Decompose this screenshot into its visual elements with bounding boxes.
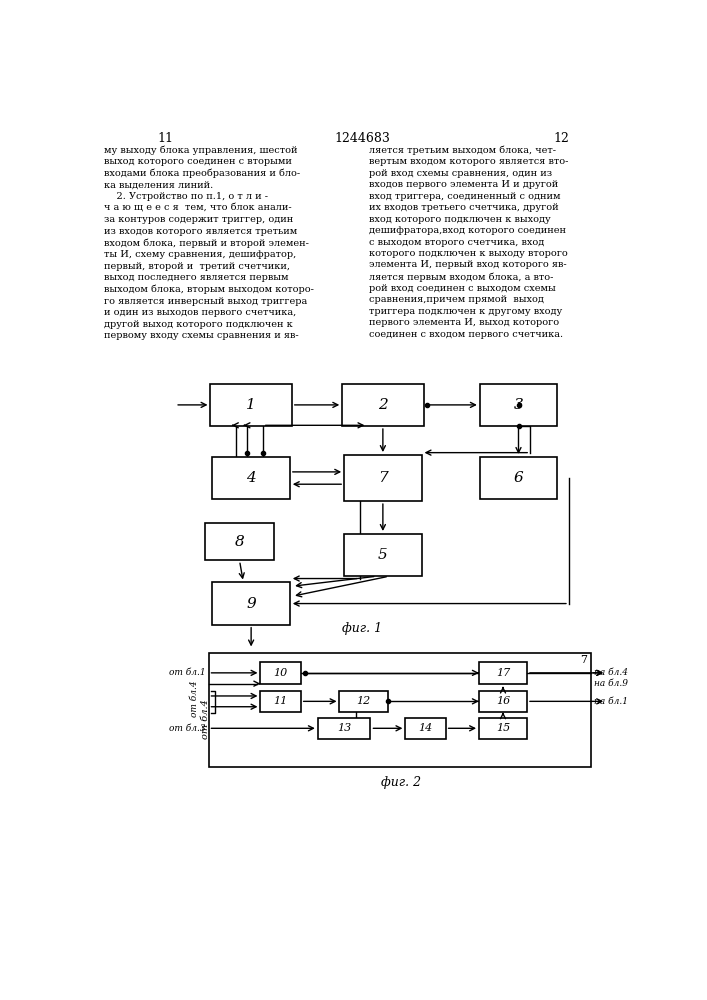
Text: 9: 9 [246, 597, 256, 611]
Bar [212, 582, 290, 625]
Text: 3: 3 [513, 398, 523, 412]
Bar [479, 691, 527, 712]
Bar [342, 384, 423, 426]
Bar [260, 662, 300, 684]
Text: му выходу блока управления, шестой
выход которого соединен с вторыми
входами бло: му выходу блока управления, шестой выход… [104, 145, 314, 340]
Bar [339, 691, 387, 712]
Text: на бл.1: на бл.1 [594, 697, 628, 706]
Bar [344, 455, 421, 501]
Bar [260, 691, 300, 712]
Text: 11: 11 [158, 132, 174, 145]
Text: 12: 12 [553, 132, 569, 145]
Bar [479, 718, 527, 739]
Text: фиг. 1: фиг. 1 [342, 622, 382, 635]
Bar [212, 457, 290, 499]
Text: ляется третьим выходом блока, чет-
вертым входом которого является вто-
рой вход: ляется третьим выходом блока, чет- верты… [369, 145, 568, 339]
Text: 12: 12 [356, 696, 370, 706]
Text: 7: 7 [580, 655, 588, 665]
Bar [480, 384, 557, 426]
Text: от бл.4: от бл.4 [201, 699, 210, 739]
Text: 10: 10 [274, 668, 288, 678]
Text: 15: 15 [496, 723, 510, 733]
Text: от бл.1: от бл.1 [169, 668, 206, 677]
Bar [209, 653, 590, 767]
Text: 17: 17 [496, 668, 510, 678]
Text: 5: 5 [378, 548, 387, 562]
Text: 7: 7 [378, 471, 387, 485]
Text: 14: 14 [419, 723, 433, 733]
Text: на бл.4: на бл.4 [594, 668, 628, 677]
Bar [480, 457, 557, 499]
Bar [317, 718, 370, 739]
Bar [479, 662, 527, 684]
Text: 2: 2 [378, 398, 387, 412]
Text: 11: 11 [274, 696, 288, 706]
Text: 16: 16 [496, 696, 510, 706]
Text: от бл.3: от бл.3 [169, 724, 206, 733]
Text: на бл.9: на бл.9 [594, 679, 628, 688]
Text: 13: 13 [337, 723, 351, 733]
Text: 4: 4 [246, 471, 256, 485]
Bar [344, 534, 421, 576]
Text: 1: 1 [246, 398, 256, 412]
Text: 8: 8 [235, 535, 245, 549]
Text: фиг. 2: фиг. 2 [380, 776, 421, 789]
Bar [211, 384, 292, 426]
Bar [405, 718, 445, 739]
Bar [204, 523, 274, 560]
Text: от бл.4: от бл.4 [190, 681, 199, 717]
Text: 1244683: 1244683 [334, 132, 390, 145]
Text: 6: 6 [513, 471, 523, 485]
